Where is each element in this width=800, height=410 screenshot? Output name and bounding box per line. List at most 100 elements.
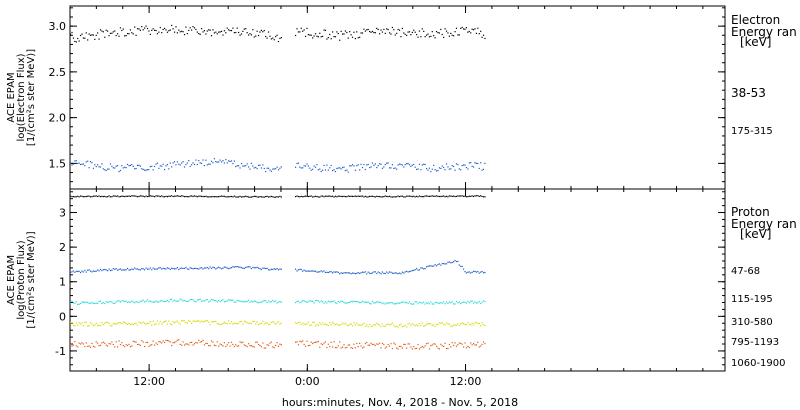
data-point [460,27,462,29]
data-point [443,323,445,325]
data-point [118,340,120,342]
data-point [212,266,214,268]
data-point [313,196,315,198]
data-point [416,347,418,350]
data-point [347,302,349,304]
data-point [235,196,237,198]
data-point [275,268,277,270]
data-point [475,302,478,304]
data-point [141,168,143,170]
data-point [171,345,173,347]
data-point [118,268,120,271]
data-point [239,266,241,268]
data-point [421,164,423,166]
data-point [232,343,234,346]
data-point [107,301,109,303]
data-point [74,40,76,43]
data-point [246,266,248,268]
data-point [138,343,140,346]
data-point [310,169,312,171]
data-point [391,26,394,29]
data-point [334,170,337,173]
data-point [401,347,403,349]
y-tick-label: 2 [59,241,66,254]
data-point [222,195,224,197]
data-point [91,323,93,325]
data-point [122,300,124,302]
data-point [176,161,178,163]
data-point [91,34,93,36]
data-point [393,196,395,198]
data-point [435,345,438,347]
data-point [413,324,415,326]
data-point [129,164,132,167]
data-point [322,35,324,37]
data-point [105,29,107,31]
data-point [369,272,371,274]
data-point [104,322,106,324]
data-point [219,343,221,345]
data-point [139,29,141,31]
data-point [72,163,75,165]
data-point [309,299,311,302]
data-point [145,323,147,325]
data-point [314,195,317,197]
data-point [176,32,178,34]
data-point [230,267,233,269]
data-point [126,267,129,270]
data-point [109,32,112,34]
data-point [458,342,460,344]
data-point [341,272,344,274]
data-point [196,31,198,33]
data-point [327,169,329,171]
data-point [183,299,186,302]
data-point [334,302,337,304]
data-point [246,32,248,34]
data-point [250,196,253,198]
data-point [188,159,190,162]
data-point [351,347,354,349]
data-point [156,268,159,270]
data-point [425,167,428,170]
data-point [85,32,87,34]
data-point [364,325,366,327]
data-point [198,320,200,322]
data-point [91,342,93,345]
data-point [111,269,113,271]
data-point [162,196,164,198]
data-point [163,268,166,270]
data-point [334,36,337,38]
data-point [189,267,191,269]
data-point [272,321,274,323]
data-point [97,195,99,198]
data-point [448,35,450,37]
data-point [299,302,301,304]
data-point [70,163,72,165]
data-point [455,300,458,303]
data-point [108,301,110,303]
data-point [112,323,114,325]
data-point [77,324,79,326]
data-point [116,195,119,197]
data-point [87,269,89,271]
data-point [317,169,319,171]
data-point [256,30,258,32]
data-point [407,162,409,165]
data-point [172,300,174,302]
data-point [361,195,364,197]
data-point [79,195,82,197]
data-point [95,341,97,343]
data-point [243,320,245,322]
data-point [239,300,241,302]
data-point [309,270,311,272]
data-point [273,322,275,324]
data-point [461,26,463,29]
data-point [136,268,139,270]
data-point [312,37,314,39]
data-point [336,167,338,170]
data-point [484,300,486,303]
data-point [202,321,204,323]
data-point [327,343,329,345]
data-point [259,344,261,347]
